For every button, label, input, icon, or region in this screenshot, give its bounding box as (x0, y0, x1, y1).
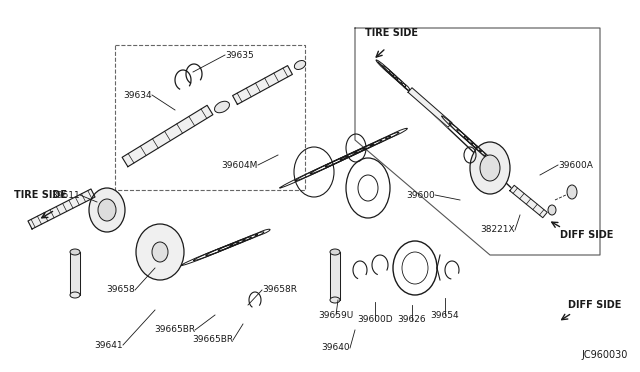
Text: DIFF SIDE: DIFF SIDE (568, 300, 621, 310)
Ellipse shape (70, 292, 80, 298)
Text: 39626: 39626 (397, 315, 426, 324)
Polygon shape (232, 65, 292, 105)
Text: 39659U: 39659U (318, 311, 354, 320)
Text: 39641: 39641 (94, 340, 123, 350)
Polygon shape (330, 252, 340, 300)
Text: 39600D: 39600D (357, 315, 393, 324)
Text: TIRE SIDE: TIRE SIDE (365, 28, 418, 38)
Ellipse shape (330, 249, 340, 255)
Text: 39658: 39658 (106, 285, 135, 295)
Ellipse shape (152, 242, 168, 262)
Text: 39665BR: 39665BR (192, 336, 233, 344)
Polygon shape (510, 185, 547, 218)
Text: 39600: 39600 (406, 190, 435, 199)
Text: TIRE SIDE: TIRE SIDE (14, 190, 67, 200)
Text: DIFF SIDE: DIFF SIDE (560, 230, 613, 240)
Ellipse shape (136, 224, 184, 280)
Ellipse shape (294, 61, 306, 70)
Text: 39640: 39640 (321, 343, 350, 353)
Text: 38221X: 38221X (481, 225, 515, 234)
Text: 39654: 39654 (431, 311, 460, 320)
Text: 39634: 39634 (124, 90, 152, 99)
Polygon shape (70, 252, 80, 295)
Polygon shape (408, 88, 452, 127)
Text: 39600A: 39600A (558, 160, 593, 170)
Text: 39604M: 39604M (221, 160, 258, 170)
Ellipse shape (470, 142, 510, 194)
Text: JC960030: JC960030 (582, 350, 628, 360)
Ellipse shape (548, 205, 556, 215)
Polygon shape (122, 105, 213, 167)
Ellipse shape (89, 188, 125, 232)
Text: 39635: 39635 (225, 51, 253, 60)
Ellipse shape (98, 199, 116, 221)
Text: 39665BR: 39665BR (154, 326, 195, 334)
Text: 39611: 39611 (51, 190, 80, 199)
Ellipse shape (214, 101, 230, 113)
Ellipse shape (70, 249, 80, 255)
Ellipse shape (330, 297, 340, 303)
Ellipse shape (567, 185, 577, 199)
Text: 39658R: 39658R (262, 285, 297, 295)
Polygon shape (28, 189, 95, 229)
Ellipse shape (480, 155, 500, 181)
